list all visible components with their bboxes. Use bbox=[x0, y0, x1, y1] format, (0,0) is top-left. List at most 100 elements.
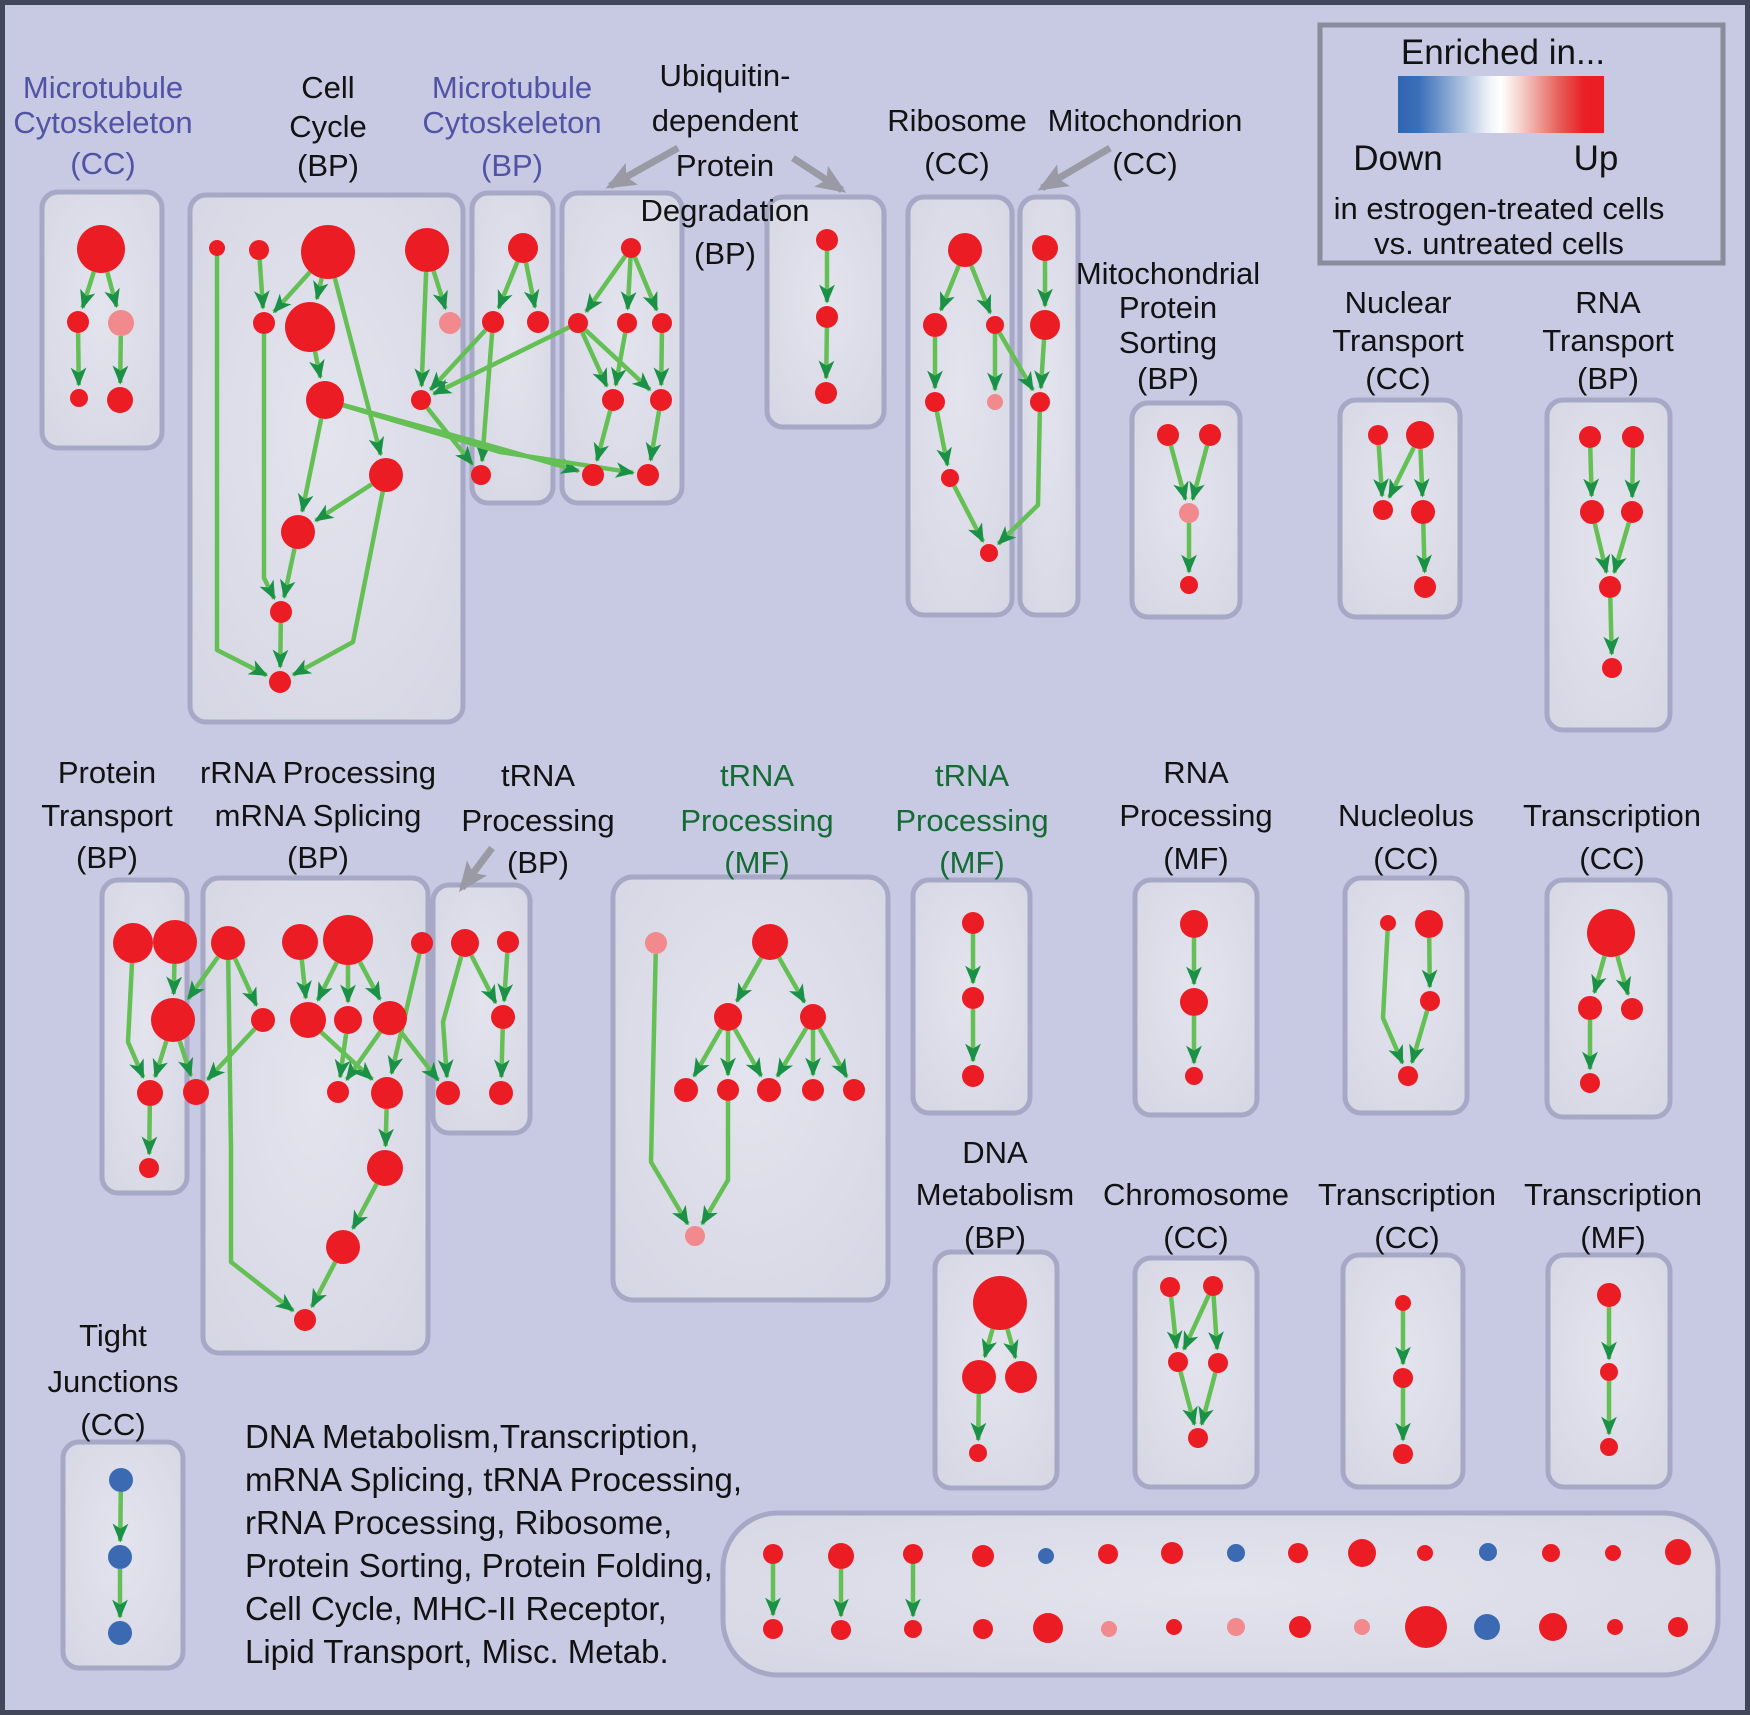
hierarchy-edge bbox=[1409, 1009, 1430, 1065]
cluster-nodes-rna-transport bbox=[1579, 426, 1644, 678]
go-term-node bbox=[70, 389, 88, 407]
go-term-node bbox=[1597, 1283, 1621, 1307]
hierarchy-edge bbox=[523, 262, 540, 309]
cluster-label-line: (CC) bbox=[1374, 1220, 1439, 1255]
label-pointer-arrow-ubiquitin-to-right-box bbox=[791, 155, 847, 193]
go-term-node bbox=[941, 469, 959, 487]
go-term-node bbox=[962, 912, 984, 934]
hierarchy-edge bbox=[437, 955, 464, 1079]
go-term-node bbox=[980, 544, 998, 562]
go-term-node bbox=[621, 238, 641, 258]
go-term-node bbox=[1199, 424, 1221, 446]
hierarchy-edge bbox=[259, 334, 277, 601]
go-term-node bbox=[1393, 1444, 1413, 1464]
note-line: DNA Metabolism,Transcription, bbox=[245, 1418, 699, 1455]
cluster-label-line: (BP) bbox=[1137, 361, 1199, 396]
go-term-node bbox=[270, 601, 292, 623]
hierarchy-edge bbox=[620, 257, 637, 311]
label-pointer-arrow-mitochondrion-to-box bbox=[1037, 144, 1112, 192]
hierarchy-edge bbox=[732, 1028, 764, 1078]
cluster-label-line: (CC) bbox=[924, 146, 989, 181]
go-term-node bbox=[1600, 1438, 1618, 1456]
cluster-label-protein-transport: Protein Transport (BP) bbox=[41, 755, 173, 875]
go-term-node bbox=[674, 1078, 698, 1102]
cluster-label-line: (BP) bbox=[76, 840, 138, 875]
hierarchy-edge bbox=[493, 1028, 510, 1079]
go-term-node bbox=[1599, 576, 1621, 598]
go-term-node bbox=[831, 1620, 851, 1640]
go-term-node bbox=[1161, 1542, 1183, 1564]
cluster-label-line: Cytoskeleton bbox=[13, 105, 192, 140]
go-term-node bbox=[1621, 501, 1643, 523]
go-term-node bbox=[1289, 1616, 1311, 1638]
go-term-node bbox=[369, 458, 403, 492]
cluster-box-trna-processing-mf-large bbox=[610, 874, 891, 1303]
hierarchy-edge bbox=[817, 1027, 849, 1079]
go-term-node bbox=[1587, 909, 1635, 957]
go-term-node bbox=[285, 302, 335, 352]
cluster-label-line: Processing bbox=[461, 803, 614, 838]
hierarchy-edge bbox=[1583, 447, 1600, 498]
hierarchy-edge bbox=[1198, 1372, 1218, 1427]
go-term-node bbox=[439, 312, 461, 334]
go-term-node bbox=[323, 915, 373, 965]
cluster-box-dna-metabolism bbox=[932, 1249, 1060, 1491]
cluster-label-mitochondrion: Mitochondrion (CC) bbox=[1048, 103, 1243, 181]
cluster-label-trna-processing-bp: tRNA Processing (BP) bbox=[461, 758, 614, 880]
go-term-node bbox=[209, 240, 225, 256]
go-term-node bbox=[986, 316, 1004, 334]
cluster-label-line: (CC) bbox=[1373, 841, 1438, 876]
hierarchy-edge bbox=[1413, 448, 1430, 498]
hierarchy-edge bbox=[1611, 521, 1632, 575]
go-term-node bbox=[471, 465, 491, 485]
go-term-node bbox=[1157, 424, 1179, 446]
go-term-node bbox=[1203, 1276, 1223, 1296]
cluster-label-line: Ribosome bbox=[887, 103, 1027, 138]
go-term-node bbox=[1602, 658, 1622, 678]
go-term-node bbox=[1414, 576, 1436, 598]
cluster-label-line: (BP) bbox=[507, 845, 569, 880]
go-term-node bbox=[1579, 426, 1601, 448]
hierarchy-edge bbox=[152, 1040, 169, 1079]
go-term-node bbox=[527, 311, 549, 333]
go-term-node bbox=[1398, 1066, 1418, 1086]
hierarchy-edge bbox=[177, 1040, 194, 1078]
nodes-layer bbox=[67, 225, 1691, 1648]
hierarchy-edge bbox=[1178, 1371, 1198, 1427]
go-term-node bbox=[1600, 1363, 1618, 1381]
hierarchy-edge bbox=[344, 1030, 383, 1081]
cluster-label-line: (CC) bbox=[70, 146, 135, 181]
go-term-node bbox=[306, 381, 344, 419]
hierarchy-edge bbox=[214, 256, 269, 678]
go-term-node bbox=[1005, 1361, 1037, 1393]
go-term-node bbox=[1098, 1544, 1118, 1564]
cluster-label-nucleolus: Nucleolus (CC) bbox=[1338, 798, 1474, 876]
go-term-node bbox=[800, 1004, 826, 1030]
legend-subtitle-line1: in estrogen-treated cells bbox=[1334, 191, 1665, 226]
go-term-node bbox=[843, 1079, 865, 1101]
cluster-label-line: Processing bbox=[895, 803, 1048, 838]
cluster-label-line: Processing bbox=[680, 803, 833, 838]
go-term-node bbox=[972, 1545, 994, 1567]
cluster-label-line: Protein bbox=[1119, 290, 1217, 325]
hierarchy-edge bbox=[309, 1261, 338, 1309]
hierarchy-edge bbox=[313, 277, 329, 301]
hierarchy-edge bbox=[611, 332, 628, 387]
note-line: mRNA Splicing, tRNA Processing, bbox=[245, 1461, 742, 1498]
go-term-node bbox=[1622, 426, 1644, 448]
hierarchy-edge bbox=[272, 622, 289, 669]
go-term-node bbox=[828, 1543, 854, 1569]
go-term-node bbox=[489, 1081, 513, 1105]
hierarchy-edge bbox=[645, 410, 662, 462]
hierarchy-edge bbox=[1034, 339, 1050, 390]
hierarchy-edge bbox=[253, 259, 270, 310]
cluster-label-transcription-mf: Transcription (MF) bbox=[1524, 1177, 1702, 1255]
go-term-node bbox=[1479, 1543, 1497, 1561]
cluster-label-line: (MF) bbox=[1580, 1220, 1645, 1255]
